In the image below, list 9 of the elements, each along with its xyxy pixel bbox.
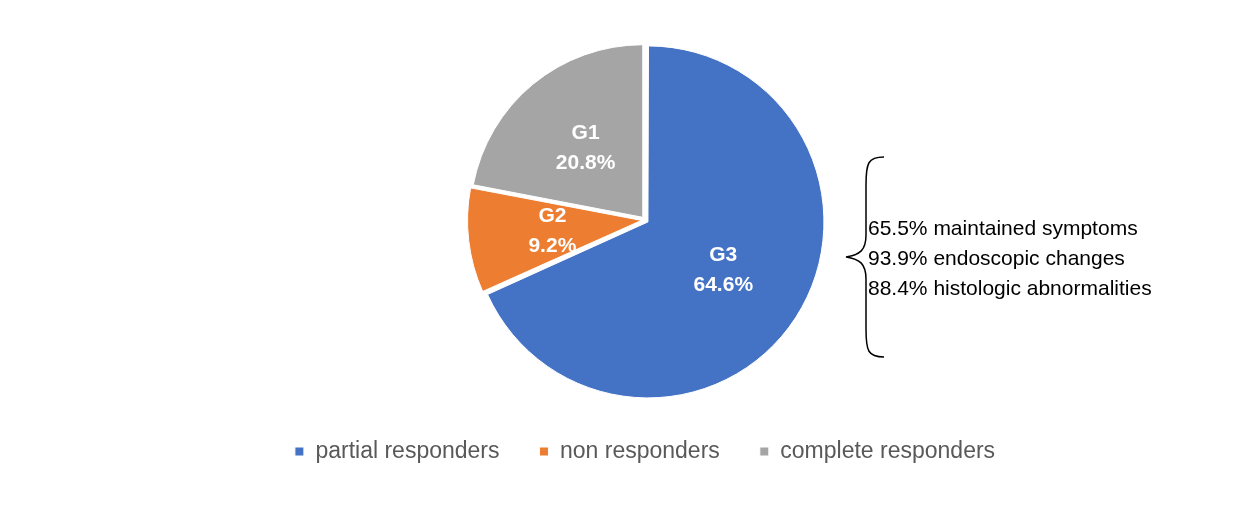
- text: 88.4% histologic abnormalities: [868, 275, 1152, 301]
- text: 93.9% endoscopic changes: [868, 245, 1126, 271]
- data-label: G3 64.6%: [693, 242, 754, 296]
- data-label: G2 9.2%: [528, 202, 577, 256]
- legend-label: complete responders: [780, 436, 996, 463]
- legend-label: partial responders: [315, 436, 500, 463]
- legend-label: non responders: [559, 436, 720, 463]
- text: 65.5% maintained symptoms: [868, 215, 1139, 241]
- data-label: G1 20.8%: [555, 119, 616, 173]
